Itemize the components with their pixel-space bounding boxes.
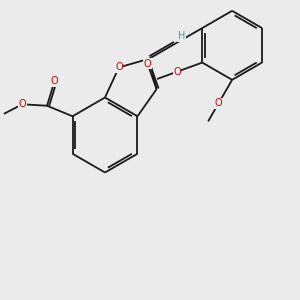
Text: O: O: [19, 99, 26, 109]
Text: O: O: [144, 59, 152, 69]
Text: H: H: [178, 32, 185, 41]
Text: O: O: [173, 67, 181, 77]
Text: O: O: [51, 76, 58, 86]
Text: O: O: [215, 98, 222, 108]
Text: O: O: [115, 62, 123, 72]
